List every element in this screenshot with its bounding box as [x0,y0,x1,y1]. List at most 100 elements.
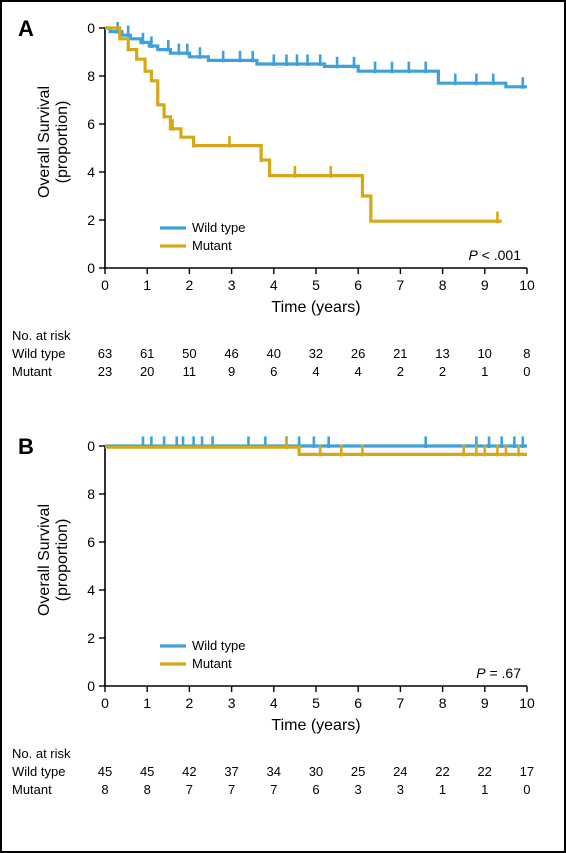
svg-text:Time (years): Time (years) [271,717,360,734]
risk-title: No. at risk [12,328,104,343]
panel-b-svg: 00.20.40.60.81.0012345678910Time (years)… [87,432,537,742]
panel-a-svg: 00.20.40.60.81.0012345678910Time (years)… [87,14,537,324]
svg-text:Time (years): Time (years) [271,299,360,316]
svg-text:0.4: 0.4 [87,582,95,598]
y-label-line2: (proportion) [54,101,71,184]
svg-text:2: 2 [186,277,194,293]
legend-label-mutant: Mutant [192,656,232,671]
risk-cell: 21 [379,346,421,361]
risk-cell: 2 [379,364,421,379]
svg-text:0.6: 0.6 [87,116,95,132]
svg-text:1.0: 1.0 [87,438,95,454]
risk-cell: 7 [168,782,210,797]
risk-cell: 8 [126,782,168,797]
svg-text:6: 6 [354,695,362,711]
svg-text:3: 3 [228,277,236,293]
svg-text:0.8: 0.8 [87,486,95,502]
svg-text:1: 1 [143,277,151,293]
svg-text:0.4: 0.4 [87,164,95,180]
risk-cell: 8 [84,782,126,797]
risk-cell: 4 [295,364,337,379]
y-label-line1: Overall Survival [36,86,53,198]
risk-cell: 10 [464,346,506,361]
p-value-text: P < .001 [468,247,521,263]
risk-cell: 6 [295,782,337,797]
svg-text:9: 9 [481,695,489,711]
risk-cell: 1 [464,364,506,379]
risk-cell: 17 [506,764,548,779]
risk-cell: 61 [126,346,168,361]
svg-text:0.2: 0.2 [87,212,95,228]
y-label-line2: (proportion) [54,519,71,602]
risk-title: No. at risk [12,746,104,761]
risk-cell: 4 [337,364,379,379]
legend-label-wild_type: Wild type [192,638,245,653]
risk-cell: 8 [506,346,548,361]
panel-b-plot: Overall Survival (proportion) 00.20.40.6… [87,432,527,742]
risk-cell: 3 [337,782,379,797]
svg-text:0: 0 [101,695,109,711]
risk-cell: 11 [168,364,210,379]
risk-cell: 0 [506,364,548,379]
risk-cell: 7 [253,782,295,797]
km-line-mutant [105,28,502,221]
svg-text:1: 1 [143,695,151,711]
panel-a: A Overall Survival (proportion) 00.20.40… [12,14,554,424]
risk-cell: 22 [421,764,463,779]
risk-cell: 26 [337,346,379,361]
svg-text:0.2: 0.2 [87,630,95,646]
risk-cell: 2 [421,364,463,379]
risk-cell: 42 [168,764,210,779]
svg-text:4: 4 [270,695,278,711]
svg-text:0: 0 [87,260,95,276]
risk-cell: 9 [210,364,252,379]
risk-cell: 45 [84,764,126,779]
svg-text:3: 3 [228,695,236,711]
risk-cell: 22 [464,764,506,779]
svg-text:10: 10 [519,277,535,293]
risk-cell: 50 [168,346,210,361]
y-label-line1: Overall Survival [36,504,53,616]
svg-text:5: 5 [312,277,320,293]
panel-a-plot: Overall Survival (proportion) 00.20.40.6… [87,14,527,324]
risk-cell: 13 [421,346,463,361]
risk-cell: 0 [506,782,548,797]
risk-cell: 40 [253,346,295,361]
svg-text:0.6: 0.6 [87,534,95,550]
svg-text:0.8: 0.8 [87,68,95,84]
risk-cell: 32 [295,346,337,361]
svg-text:9: 9 [481,277,489,293]
risk-cell: 1 [421,782,463,797]
risk-cell: 23 [84,364,126,379]
risk-cell: 3 [379,782,421,797]
legend-label-mutant: Mutant [192,238,232,253]
risk-cell: 7 [210,782,252,797]
svg-text:1.0: 1.0 [87,20,95,36]
svg-text:10: 10 [519,695,535,711]
panel-a-yaxis-label: Overall Survival (proportion) [29,14,79,324]
figure-page: A Overall Survival (proportion) 00.20.40… [0,0,566,853]
svg-text:2: 2 [186,695,194,711]
svg-text:4: 4 [270,277,278,293]
panel-b: B Overall Survival (proportion) 00.20.40… [12,432,554,842]
km-line-wild_type [105,28,527,87]
svg-text:7: 7 [397,695,405,711]
risk-cell: 25 [337,764,379,779]
risk-cell: 1 [464,782,506,797]
legend-label-wild_type: Wild type [192,220,245,235]
panel-a-risk-table: No. at riskWild type63615046403226211310… [12,328,554,382]
svg-text:7: 7 [397,277,405,293]
svg-text:8: 8 [439,695,447,711]
panel-b-yaxis-label: Overall Survival (proportion) [29,432,79,742]
svg-text:8: 8 [439,277,447,293]
risk-cell: 46 [210,346,252,361]
risk-cell: 45 [126,764,168,779]
risk-cell: 30 [295,764,337,779]
risk-cell: 24 [379,764,421,779]
risk-cell: 20 [126,364,168,379]
p-value-text: P = .67 [476,665,521,681]
svg-text:0: 0 [101,277,109,293]
risk-cell: 37 [210,764,252,779]
svg-text:5: 5 [312,695,320,711]
panel-b-risk-table: No. at riskWild type45454237343025242222… [12,746,554,800]
